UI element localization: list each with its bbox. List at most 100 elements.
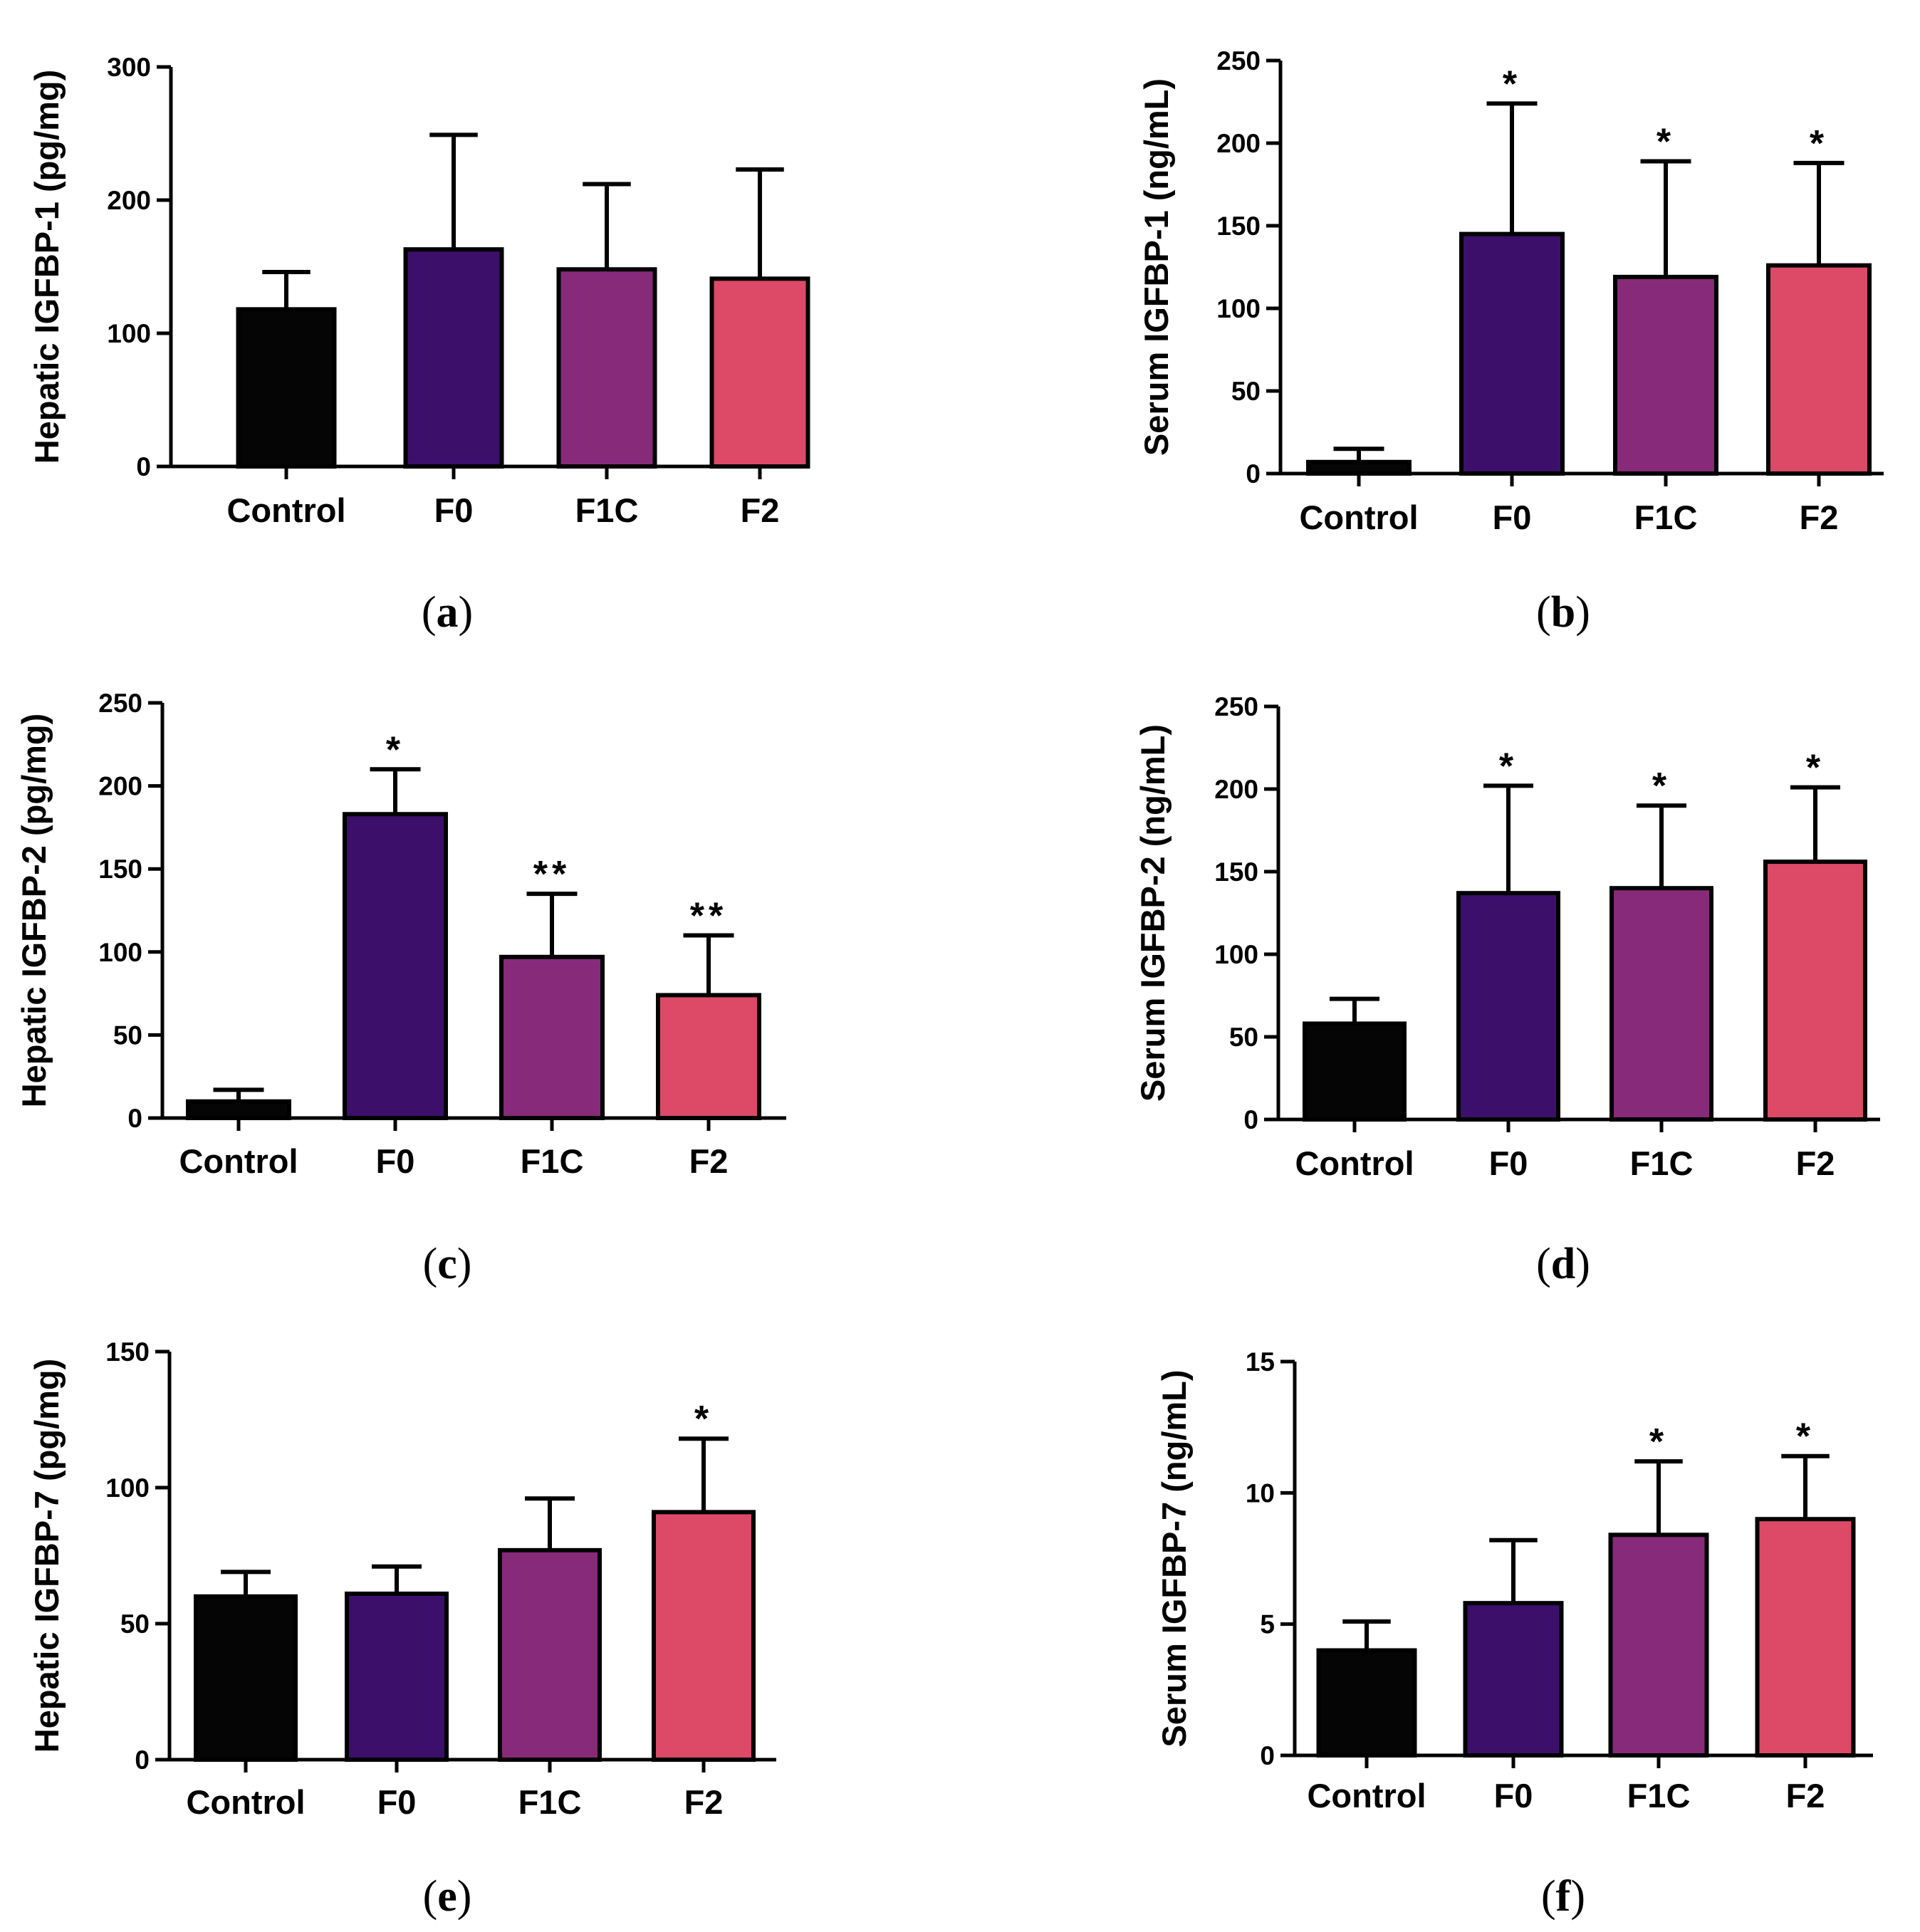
bar-f0	[1463, 1601, 1564, 1758]
category-label: F1C	[521, 1142, 584, 1180]
category-label: F2	[741, 491, 780, 529]
category-label: F0	[1489, 1144, 1528, 1182]
category-label: F1C	[518, 1783, 582, 1821]
y-tick-label: 0	[1243, 1105, 1258, 1134]
panel-label: (f)	[1541, 1872, 1585, 1921]
category-label: Control	[186, 1783, 305, 1821]
bar-f0	[343, 812, 448, 1121]
significance-marker: *	[1656, 122, 1675, 163]
category-label: F1C	[575, 491, 639, 529]
category-label: F2	[689, 1142, 729, 1180]
y-tick-label: 100	[1214, 940, 1258, 969]
category-label: F0	[376, 1142, 415, 1180]
significance-marker: *	[386, 729, 405, 771]
bar-f1c	[498, 1547, 602, 1763]
bar-f2	[656, 993, 761, 1120]
significance-marker: *	[1499, 746, 1518, 787]
bar-f0	[345, 1591, 449, 1762]
category-label: F0	[1493, 498, 1532, 536]
category-label: F0	[377, 1783, 417, 1821]
y-tick-label: 150	[98, 855, 142, 884]
category-label: Control	[226, 491, 345, 529]
bar-control	[1316, 1648, 1417, 1758]
bar-f2	[709, 276, 810, 469]
chart-panel-c: Control * F0 ** F1C ** F2 0 50 100 150 200 250 Hepati…	[15, 689, 786, 1288]
category-label: Control	[179, 1142, 298, 1180]
y-tick-label: 50	[1229, 1023, 1258, 1052]
y-tick-label: 250	[98, 689, 142, 718]
y-axis-title: Serum IGFBP-2 (ng/mL)	[1134, 724, 1172, 1102]
category-label: Control	[1307, 1777, 1426, 1814]
significance-marker: *	[1806, 748, 1825, 789]
bar-f1c	[556, 267, 657, 469]
bar-f1c	[1608, 1532, 1709, 1758]
bar-f2	[1763, 860, 1867, 1122]
panel-label: (e)	[423, 1872, 472, 1921]
y-tick-label: 100	[1216, 294, 1261, 323]
y-tick-label: 100	[107, 319, 151, 348]
y-tick-label: 200	[98, 772, 142, 801]
panel-label: (d)	[1536, 1240, 1590, 1288]
y-tick-label: 0	[136, 452, 151, 481]
y-axis-title: Serum IGFBP-1 (ng/mL)	[1137, 78, 1175, 456]
bar-f0	[1456, 891, 1560, 1122]
bar-f2	[1755, 1517, 1856, 1758]
bar-control	[186, 1099, 291, 1121]
y-tick-label: 200	[1214, 775, 1258, 804]
category-label: F2	[1800, 498, 1839, 536]
y-tick-label: 0	[1246, 459, 1261, 489]
bar-control	[1303, 1021, 1407, 1122]
y-tick-label: 300	[107, 53, 151, 82]
bar-f0	[403, 247, 504, 469]
y-tick-label: 0	[1260, 1741, 1275, 1770]
bar-control	[194, 1594, 298, 1763]
category-label: Control	[1299, 498, 1418, 536]
bar-f2	[1766, 263, 1872, 476]
y-tick-label: 50	[113, 1020, 142, 1050]
y-tick-label: 10	[1246, 1478, 1275, 1508]
category-label: F2	[1796, 1144, 1835, 1182]
y-tick-label: 150	[105, 1337, 150, 1367]
y-tick-label: 50	[1231, 377, 1261, 406]
y-axis-title: Hepatic IGFBP-7 (pg/mg)	[28, 1359, 66, 1753]
y-tick-label: 5	[1260, 1610, 1275, 1639]
y-tick-label: 200	[1216, 129, 1261, 158]
significance-marker: *	[1503, 63, 1521, 105]
y-tick-label: 250	[1214, 692, 1258, 721]
chart-panel-a: Control F0 F1C F2 0 100 200 300 Hepatic IGFBP-1 …	[28, 53, 810, 637]
y-axis-title: Hepatic IGFBP-1 (pg/mg)	[28, 70, 66, 464]
chart-panel-d: Control * F0 * F1C * F2 0 50 100 150 200 250 Serum IG…	[1134, 692, 1880, 1288]
y-tick-label: 200	[107, 186, 151, 215]
significance-marker: *	[1796, 1416, 1815, 1458]
y-tick-label: 100	[105, 1473, 150, 1503]
significance-marker: *	[1810, 123, 1828, 165]
y-tick-label: 0	[135, 1745, 150, 1775]
y-axis-title: Hepatic IGFBP-2 (pg/mg)	[15, 714, 53, 1108]
category-label: F2	[684, 1783, 724, 1821]
category-label: F0	[1494, 1777, 1533, 1814]
category-label: F1C	[1627, 1777, 1691, 1814]
significance-marker: **	[690, 895, 727, 936]
panel-label: (c)	[423, 1240, 472, 1288]
bar-f1c	[1609, 886, 1713, 1122]
y-tick-label: 150	[1216, 212, 1261, 241]
bar-f1c	[1613, 274, 1718, 476]
y-tick-label: 250	[1216, 46, 1261, 75]
panel-label: (b)	[1536, 588, 1590, 637]
y-tick-label: 50	[120, 1609, 150, 1639]
category-label: Control	[1295, 1144, 1414, 1182]
category-label: F0	[434, 491, 474, 529]
category-label: F1C	[1630, 1144, 1694, 1182]
bar-f0	[1459, 231, 1565, 476]
category-label: F2	[1786, 1777, 1825, 1814]
bar-control	[236, 307, 337, 469]
y-axis-title: Serum IGFBP-7 (ng/mL)	[1155, 1369, 1193, 1747]
y-tick-label: 150	[1214, 857, 1258, 887]
bar-f1c	[499, 954, 605, 1121]
chart-panel-f: Control F0 * F1C * F2 0 5 10 15 Serum IGFBP-7 (ng/…	[1155, 1347, 1873, 1921]
y-tick-label: 0	[127, 1104, 142, 1133]
bar-f2	[652, 1510, 756, 1762]
chart-panel-b: Control * F0 * F1C * F2 0 50 100 150 200 250 Serum IG…	[1137, 46, 1884, 637]
